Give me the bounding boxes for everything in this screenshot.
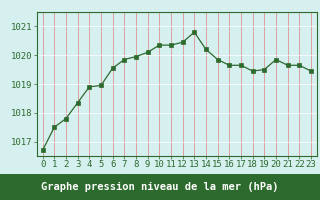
Text: Graphe pression niveau de la mer (hPa): Graphe pression niveau de la mer (hPa)	[41, 182, 279, 192]
